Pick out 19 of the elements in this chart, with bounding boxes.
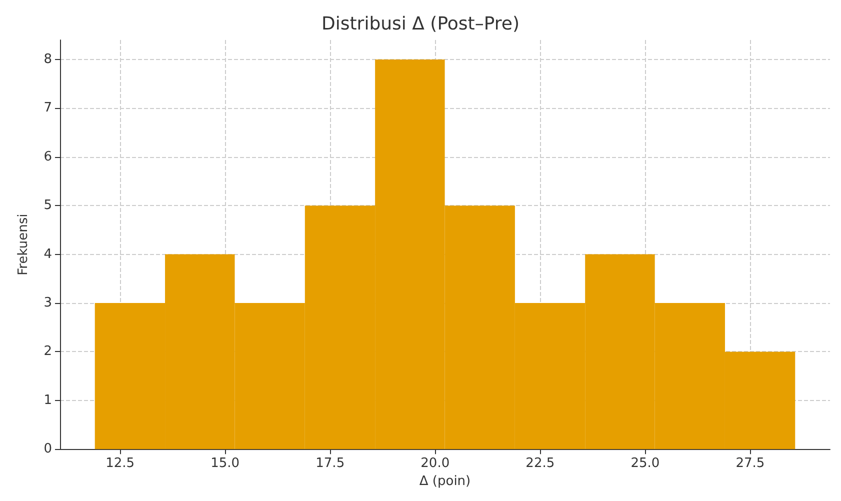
y-tick-label: 8 — [44, 52, 52, 67]
x-tick-label: 20.0 — [420, 456, 450, 472]
chart-title: Distribusi Δ (Post–Pre) — [322, 14, 520, 34]
x-tick-label: 25.0 — [630, 456, 660, 472]
y-axis-title: Frekuensi — [16, 214, 31, 276]
x-axis-title: Δ (poin) — [419, 474, 471, 489]
y-tick-label: 1 — [44, 392, 52, 408]
y-tick-label: 6 — [44, 149, 52, 164]
x-tick-label: 22.5 — [526, 456, 555, 472]
y-tick-label: 7 — [44, 100, 52, 116]
y-tick-label: 3 — [44, 295, 52, 310]
y-tick-label: 4 — [44, 246, 52, 262]
x-tick-label: 27.5 — [736, 456, 765, 472]
x-tick-label: 15.0 — [210, 456, 240, 472]
y-tick-label: 2 — [44, 344, 52, 360]
x-tick-label: 17.5 — [316, 456, 345, 472]
y-tick-label: 0 — [44, 442, 52, 457]
x-tick-label: 12.5 — [106, 456, 135, 472]
y-tick-label: 5 — [44, 198, 52, 214]
